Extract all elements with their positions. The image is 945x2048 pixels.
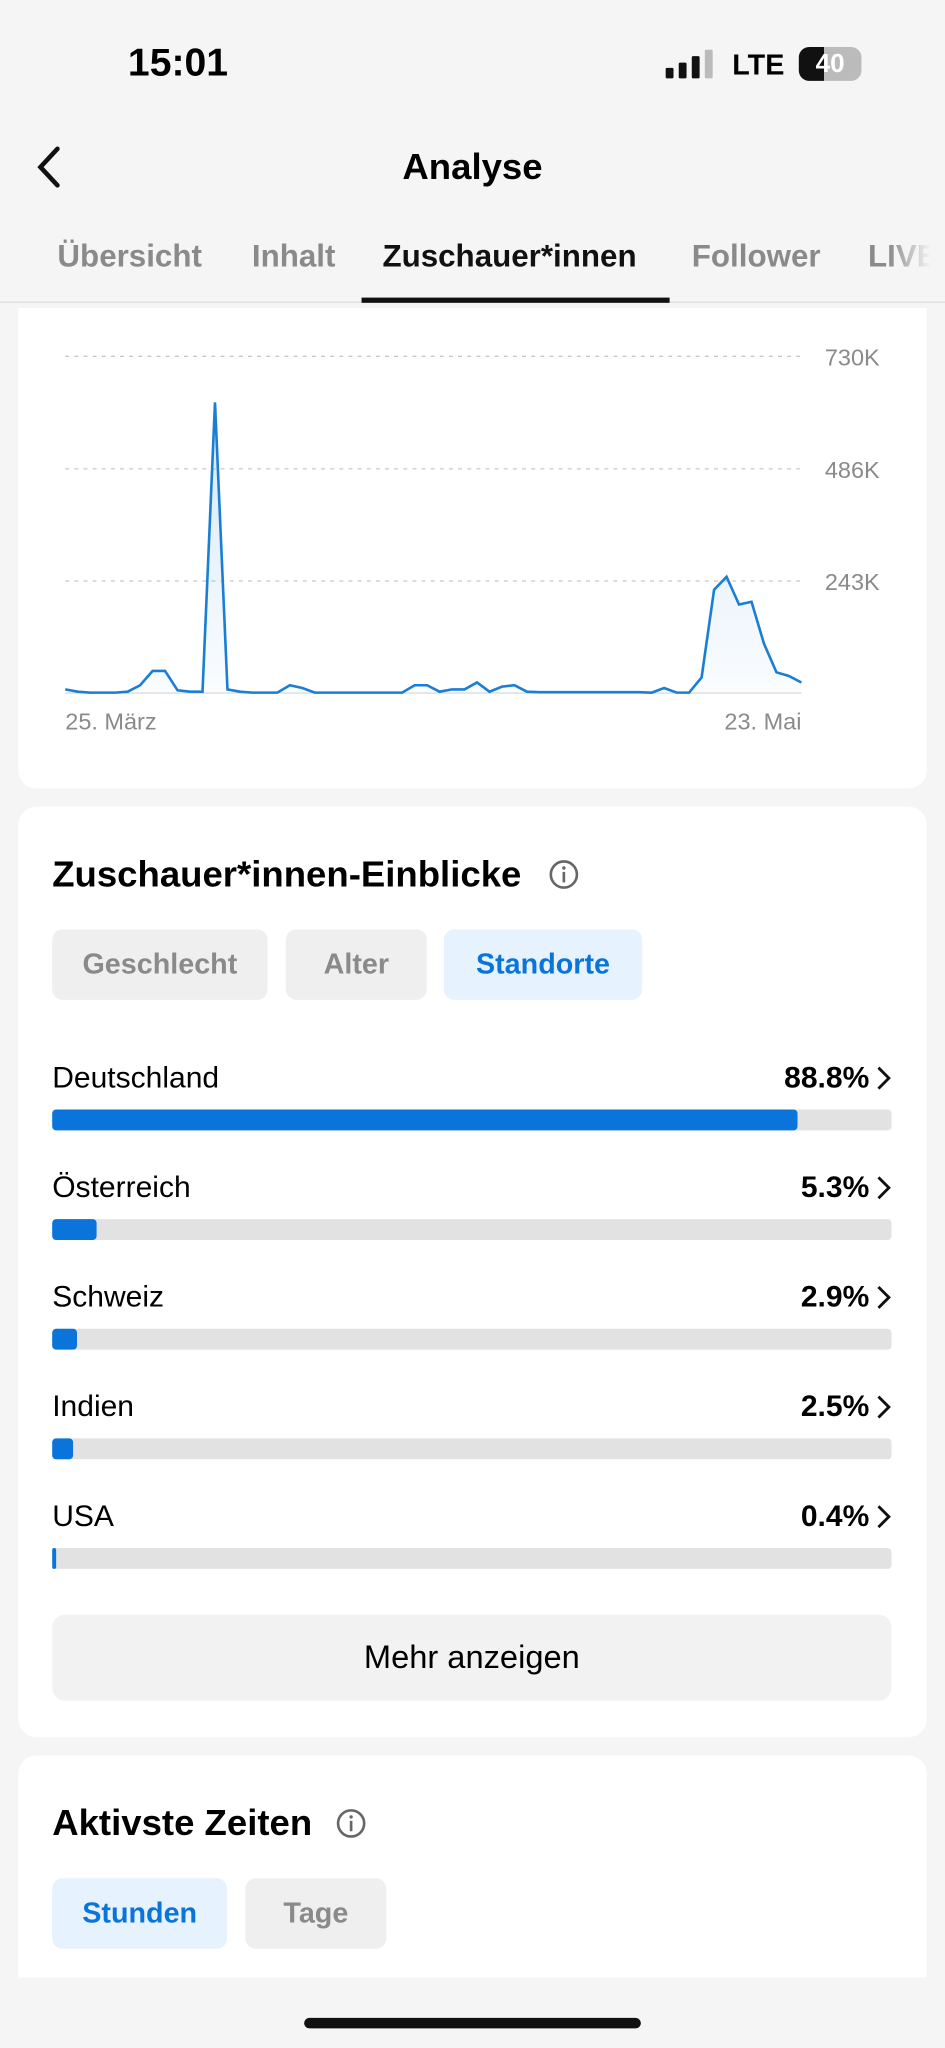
location-percent: 88.8% — [784, 1059, 870, 1094]
y-tick-label: 486K — [825, 457, 880, 483]
filter-chip[interactable]: Alter — [285, 929, 427, 1000]
bar-track — [52, 1219, 892, 1240]
chevron[interactable] — [875, 1394, 893, 1420]
info-icon[interactable] — [335, 1808, 366, 1839]
tab[interactable]: Follower — [691, 238, 821, 275]
battery: 40 — [798, 46, 862, 81]
location-percent: 2.9% — [800, 1279, 870, 1314]
insights-card: Zuschauer*innen-Einblicke Mehr anzeigen … — [18, 806, 927, 1738]
bar — [52, 1548, 56, 1569]
tab[interactable]: LIVE — [867, 238, 938, 275]
chevron[interactable] — [875, 1284, 893, 1310]
home-indicator — [304, 2017, 641, 2029]
location-name: USA — [52, 1498, 114, 1533]
info-icon[interactable] — [548, 859, 579, 890]
more-button[interactable]: Mehr anzeigen — [52, 1614, 892, 1701]
chevron[interactable] — [875, 1504, 893, 1530]
location-name: Österreich — [52, 1169, 191, 1204]
header-title: Analyse — [402, 146, 543, 187]
bar — [52, 1219, 97, 1240]
location-name: Deutschland — [52, 1059, 220, 1094]
y-tick-label: 243K — [825, 569, 880, 595]
location-name: Indien — [52, 1388, 135, 1423]
line — [65, 402, 803, 694]
location-name: Schweiz — [52, 1279, 165, 1314]
tab-indicator — [361, 297, 670, 303]
x-tick-label: 25. März — [65, 709, 156, 735]
chevron-path — [877, 1285, 891, 1309]
section-title: Aktivste Zeiten — [52, 1802, 313, 1844]
chart: 243K 486K 730K 25. März 23. Mai — [65, 344, 880, 735]
chart-card: 243K 486K 730K 25. März 23. Mai — [18, 308, 927, 789]
filter-chip[interactable]: Stunden — [52, 1878, 228, 1949]
area — [65, 402, 802, 694]
filter-chip[interactable]: Geschlecht — [52, 929, 268, 1000]
location-percent: 2.5% — [800, 1388, 870, 1423]
chevron[interactable] — [875, 1175, 893, 1201]
section-title: Zuschauer*innen-Einblicke — [52, 853, 522, 895]
bar-track — [52, 1548, 892, 1569]
network: LTE — [732, 48, 785, 81]
back-button[interactable] — [31, 144, 70, 191]
signal-icon — [665, 49, 713, 79]
bar-track — [52, 1438, 892, 1460]
tab[interactable]: Inhalt — [251, 238, 336, 275]
chevron-path — [877, 1395, 891, 1419]
time: 15:01 — [127, 41, 229, 85]
location-percent: 0.4% — [800, 1498, 870, 1533]
bar — [52, 1438, 74, 1460]
active-times-card: Aktivste Zeiten Stunden Tage — [18, 1755, 927, 1978]
x-tick-label: 23. Mai — [724, 709, 801, 735]
bar — [52, 1328, 77, 1350]
bar — [52, 1109, 798, 1131]
chevron-path — [877, 1505, 891, 1529]
tab[interactable]: Übersicht — [57, 238, 202, 275]
location-percent: 5.3% — [800, 1169, 870, 1204]
filter-chip[interactable]: Standorte — [443, 929, 643, 1000]
chevron-path — [877, 1176, 891, 1200]
bar-track — [52, 1328, 892, 1350]
chevron-path — [877, 1066, 891, 1090]
chevron[interactable] — [875, 1065, 893, 1091]
y-tick-label: 730K — [825, 344, 880, 370]
filter-chip[interactable]: Tage — [245, 1878, 387, 1949]
tab[interactable]: Zuschauer*innen — [382, 238, 637, 275]
